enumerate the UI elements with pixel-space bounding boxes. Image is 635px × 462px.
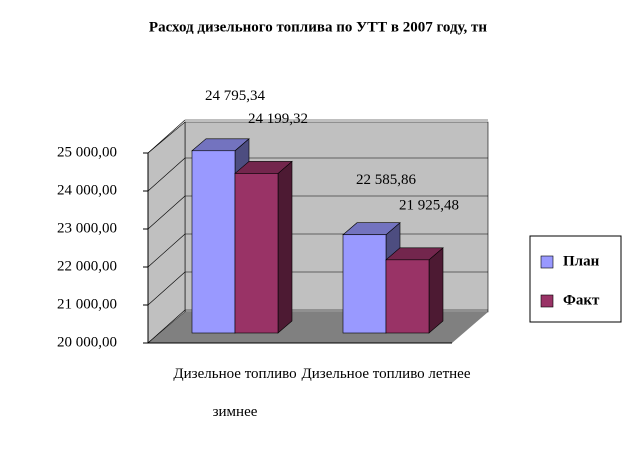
y-tick-label: 23 000,00 <box>57 220 117 236</box>
y-tick-label: 25 000,00 <box>57 144 117 160</box>
value-label: 21 925,48 <box>399 197 459 213</box>
grid-line <box>147 233 186 268</box>
x-tick-label: Дизельное топливо зимнее <box>173 366 297 420</box>
bar <box>385 259 430 334</box>
x-tick-label: Дизельное топливо летнее <box>301 366 471 382</box>
grid-line <box>147 119 186 154</box>
y-tick-label: 22 000,00 <box>57 258 117 274</box>
grid-line <box>147 195 186 230</box>
bar <box>234 173 279 334</box>
value-label: 24 199,32 <box>248 111 308 127</box>
chart-title: Расход дизельного топлива по УТТ в 2007 … <box>149 19 487 35</box>
grid-line <box>147 309 186 344</box>
bar <box>342 234 387 334</box>
legend-label: Факт <box>563 292 600 308</box>
value-label: 22 585,86 <box>356 172 417 188</box>
bar-side <box>428 247 444 334</box>
y-tick-label: 20 000,00 <box>57 334 117 350</box>
value-label: 24 795,34 <box>205 88 266 104</box>
y-tick-label: 24 000,00 <box>57 182 117 198</box>
legend-label: План <box>563 253 600 269</box>
side-wall <box>147 121 186 344</box>
legend-key <box>540 294 554 308</box>
legend <box>529 235 622 323</box>
bar-side <box>277 160 293 334</box>
grid-line <box>147 271 186 306</box>
bar <box>191 150 236 334</box>
y-tick-label: 21 000,00 <box>57 296 117 312</box>
legend-key <box>540 255 554 269</box>
grid-line <box>147 157 186 192</box>
